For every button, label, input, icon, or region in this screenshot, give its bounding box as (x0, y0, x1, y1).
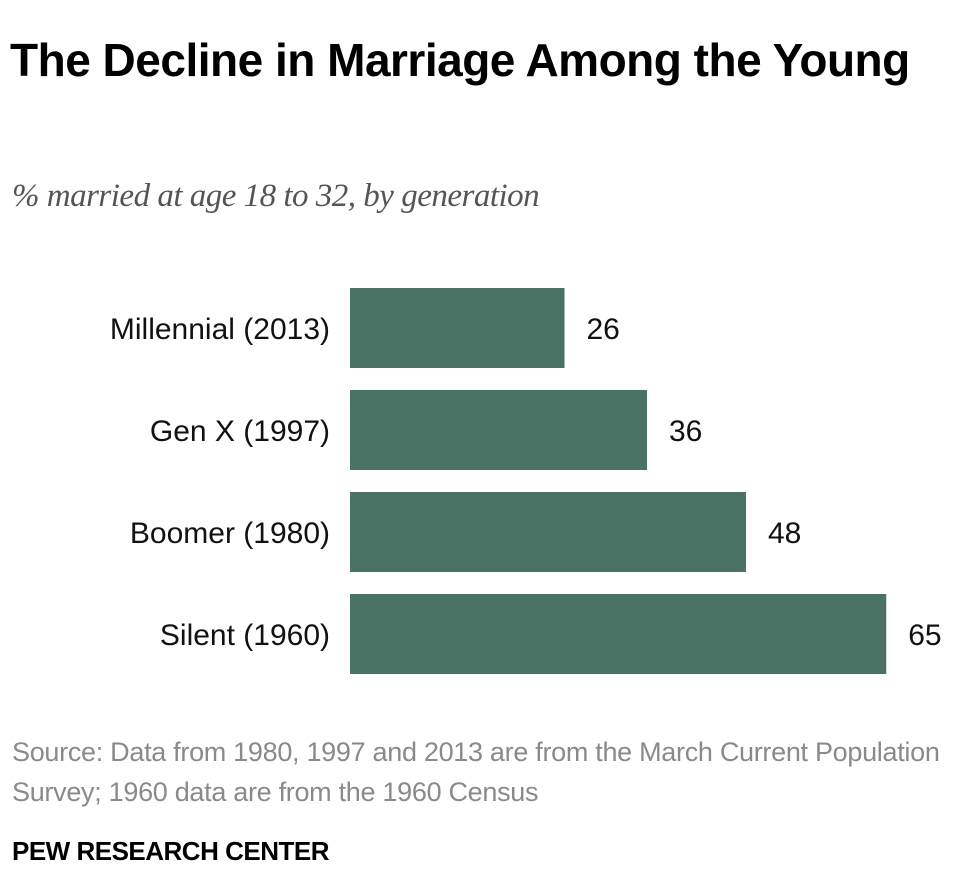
value-label: 65 (908, 619, 941, 652)
value-label: 26 (587, 313, 620, 346)
source-note: Source: Data from 1980, 1997 and 2013 ar… (12, 737, 940, 807)
category-label: Gen X (1997) (150, 415, 330, 448)
value-label: 48 (768, 517, 801, 550)
bar-0 (350, 288, 565, 368)
bar-chart: Millennial (2013) 26 Gen X (1997) 36 Boomer … (110, 288, 942, 674)
brand-logo-text: PEW RESEARCH CENTER (12, 836, 329, 866)
category-label: Silent (1960) (160, 619, 330, 652)
bar-3 (350, 594, 887, 674)
bar-2 (350, 492, 746, 572)
bar-1 (350, 390, 647, 470)
value-label: 36 (669, 415, 702, 448)
category-label: Millennial (2013) (110, 313, 330, 346)
category-label: Boomer (1980) (130, 517, 330, 550)
chart-subtitle: % married at age 18 to 32, by generation (12, 178, 540, 214)
chart-title: The Decline in Marriage Among the Young (10, 34, 910, 86)
